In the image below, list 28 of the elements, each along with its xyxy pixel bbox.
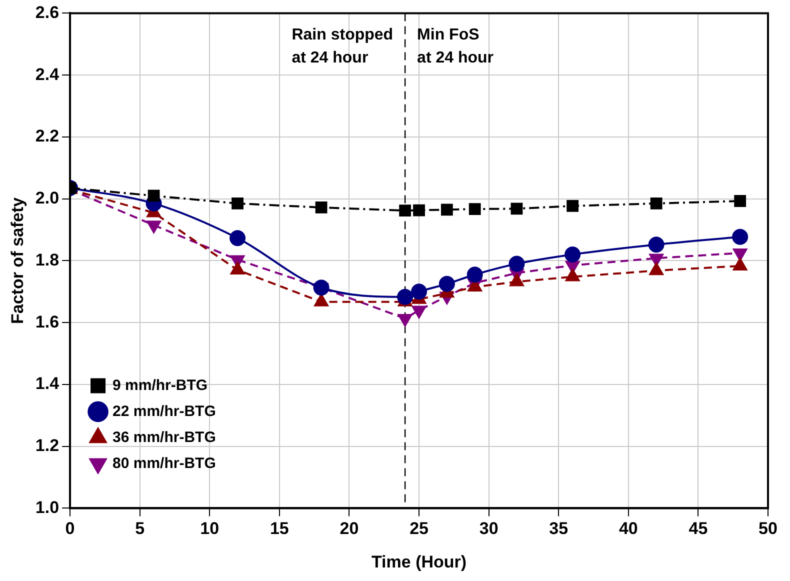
y-tick-label: 1.4 (35, 374, 60, 394)
y-tick-label: 2.6 (35, 2, 60, 22)
x-tick-label: 40 (618, 519, 638, 538)
legend-label: 36 mm/hr-BTG (112, 428, 216, 446)
x-tick-label: 20 (340, 519, 359, 538)
x-tick-label: 25 (410, 519, 428, 538)
annotation: Rain stopped at 24 hour (292, 26, 394, 67)
y-tick-label: 2.0 (35, 188, 60, 208)
y-axis-title: Factor of safety (8, 196, 27, 324)
y-tick-label: 1.6 (35, 312, 60, 332)
x-tick-label: 35 (549, 519, 568, 538)
y-tick-label: 1.8 (35, 250, 60, 270)
x-tick-label: 30 (479, 519, 498, 538)
x-axis-title: Time (Hour) (371, 552, 467, 572)
y-tick-label: 1.0 (35, 498, 60, 517)
y-tick-label: 2.4 (35, 64, 60, 84)
x-tick-label: 45 (688, 519, 708, 538)
x-tick-label: 50 (758, 519, 778, 538)
x-tick-label: 10 (200, 519, 220, 538)
legend-label: 80 mm/hr-BTG (112, 454, 216, 472)
x-tick-label: 5 (135, 519, 145, 538)
legend-label: 22 mm/hr-BTG (112, 402, 216, 420)
legend-label: 9 mm/hr-BTG (112, 376, 208, 394)
y-tick-label: 1.2 (35, 436, 60, 456)
x-tick-label: 15 (270, 519, 289, 538)
x-tick-label: 0 (65, 519, 75, 538)
annotation: Min FoS at 24 hour (417, 26, 494, 67)
y-tick-label: 2.2 (35, 126, 60, 146)
